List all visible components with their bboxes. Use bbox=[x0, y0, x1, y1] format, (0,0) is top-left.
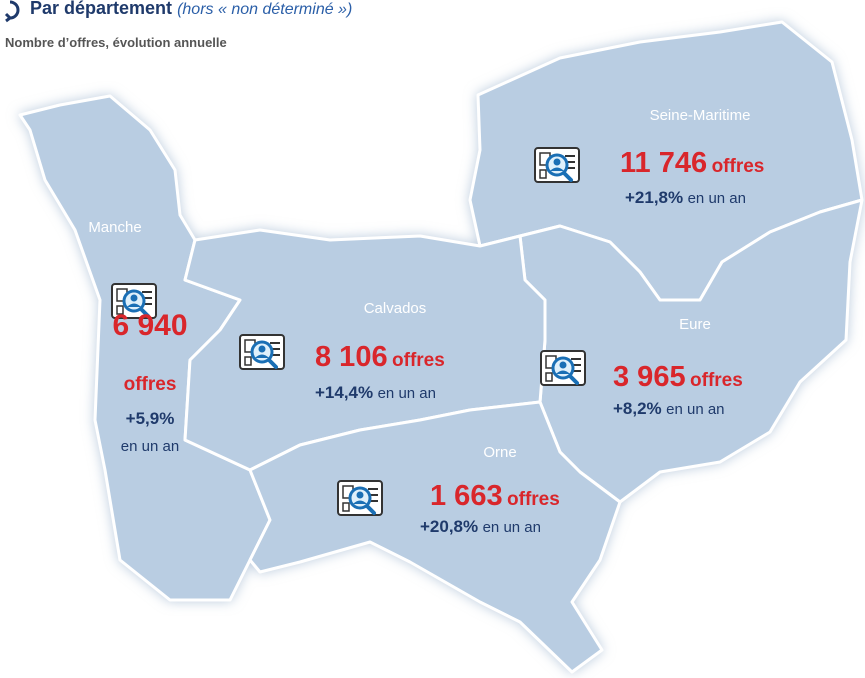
bullet-arrow bbox=[4, 0, 20, 23]
title: Par département (hors « non déterminé ») bbox=[30, 0, 352, 18]
change: +21,8% bbox=[625, 188, 683, 207]
region-name: Manche bbox=[88, 219, 141, 236]
offers: 11 746 offres bbox=[620, 147, 764, 179]
offers: 1 663 offres bbox=[430, 480, 560, 512]
change-suffix: en un an bbox=[688, 190, 746, 207]
region-name: Eure bbox=[679, 316, 711, 333]
offers-unit: offres bbox=[690, 370, 743, 391]
labels: Seine-Maritime 11 746 offres +21,8% en un … bbox=[88, 107, 764, 536]
change-line: +14,4% en un an bbox=[315, 383, 436, 402]
change-line: +8,2% en un an bbox=[613, 399, 725, 418]
offers: 3 965 offres bbox=[613, 361, 743, 393]
offers-unit: offres bbox=[712, 156, 765, 177]
region-name: Calvados bbox=[364, 300, 427, 317]
change-line: +21,8% en un an bbox=[625, 188, 746, 207]
change-suffix: en un an bbox=[121, 438, 179, 455]
title-note: (hors « non déterminé ») bbox=[177, 1, 352, 18]
change-suffix: en un an bbox=[666, 401, 724, 418]
offers-count: 11 746 bbox=[620, 147, 707, 179]
offers-count: 8 106 bbox=[315, 341, 388, 373]
change: +5,9% bbox=[126, 409, 175, 428]
region-orne bbox=[248, 400, 622, 674]
change: +20,8% bbox=[420, 517, 478, 536]
change: +8,2% bbox=[613, 399, 662, 418]
title-text: Par département bbox=[30, 0, 172, 18]
offer-icon bbox=[336, 479, 384, 517]
offers: 8 106 offres bbox=[315, 341, 445, 373]
offer-icon bbox=[539, 349, 587, 387]
offers-count: 1 663 bbox=[430, 480, 503, 512]
offers-unit: offres bbox=[392, 350, 445, 371]
offers-unit: offres bbox=[124, 374, 177, 395]
subtitle: Nombre d’offres, évolution annuelle bbox=[5, 35, 227, 50]
region-name: Seine-Maritime bbox=[650, 107, 751, 124]
change: +14,4% bbox=[315, 383, 373, 402]
change-line: +20,8% en un an bbox=[420, 517, 541, 536]
offer-icon bbox=[533, 146, 581, 184]
change-suffix: en un an bbox=[378, 385, 436, 402]
change-suffix: en un an bbox=[483, 519, 541, 536]
offers-count: 3 965 bbox=[613, 361, 686, 393]
map bbox=[18, 20, 864, 674]
region-name: Orne bbox=[483, 444, 516, 461]
offers-count: 6 940 bbox=[112, 309, 187, 342]
offers-unit: offres bbox=[507, 489, 560, 510]
offer-icon bbox=[238, 333, 286, 371]
